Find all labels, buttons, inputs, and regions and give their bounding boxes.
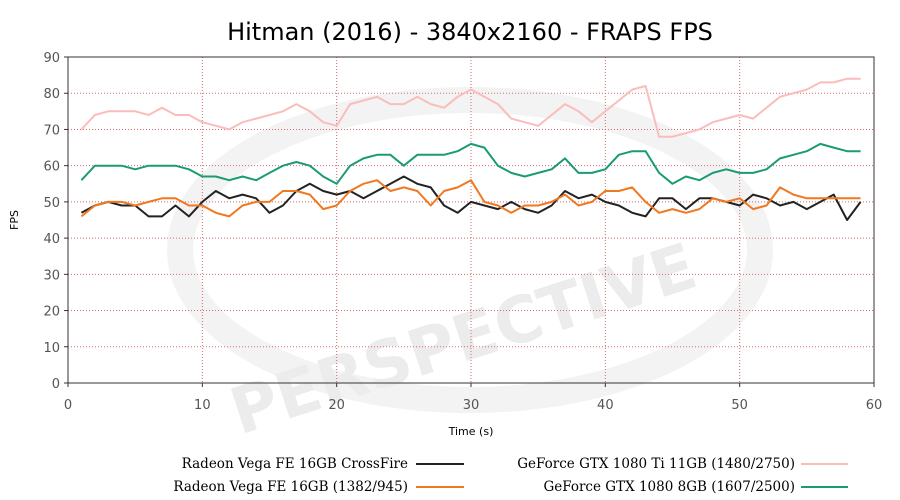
y-tick-label: 80 bbox=[43, 87, 60, 102]
y-tick-label: 30 bbox=[43, 268, 60, 283]
x-tick-label: 60 bbox=[866, 398, 883, 413]
legend: Radeon Vega FE 16GB CrossFire Radeon Vega… bbox=[173, 456, 848, 495]
legend-label: GeForce GTX 1080 8GB (1607/2500) bbox=[543, 479, 795, 495]
x-tick-label: 10 bbox=[194, 398, 211, 413]
y-tick-label: 40 bbox=[43, 232, 60, 247]
y-axis-label: FPS bbox=[8, 210, 21, 230]
x-tick-label: 0 bbox=[64, 398, 72, 413]
x-tick-label: 50 bbox=[731, 398, 748, 413]
y-tick-label: 20 bbox=[43, 305, 60, 320]
legend-label: GeForce GTX 1080 Ti 11GB (1480/2750) bbox=[517, 456, 795, 472]
plot-frame bbox=[67, 56, 875, 384]
series-lines bbox=[80, 77, 862, 221]
y-tick-label: 50 bbox=[43, 196, 60, 211]
axes: 0 10 20 30 40 50 60 70 80 90 0 10 20 30 40 50 60 bbox=[43, 51, 882, 413]
chart-title: Hitman (2016) - 3840x2160 - FRAPS FPS bbox=[227, 18, 713, 46]
series-line-4 bbox=[80, 142, 861, 185]
y-tick-label: 70 bbox=[43, 123, 60, 138]
series-line-2 bbox=[80, 179, 861, 218]
legend-label: Radeon Vega FE 16GB CrossFire bbox=[182, 456, 408, 472]
y-tick-label: 10 bbox=[43, 341, 60, 356]
legend-label: Radeon Vega FE 16GB (1382/945) bbox=[173, 479, 408, 495]
x-tick-label: 40 bbox=[597, 398, 614, 413]
x-axis-label: Time (s) bbox=[448, 425, 494, 438]
x-tick-label: 30 bbox=[463, 398, 480, 413]
svg-text:PERSPECTIVE: PERSPECTIVE bbox=[222, 230, 705, 450]
series-line-3 bbox=[80, 77, 861, 138]
y-tick-label: 90 bbox=[43, 51, 60, 66]
y-tick-label: 60 bbox=[43, 160, 60, 175]
series-line-1 bbox=[80, 175, 862, 221]
y-tick-label: 0 bbox=[52, 377, 60, 392]
x-tick-label: 20 bbox=[328, 398, 345, 413]
